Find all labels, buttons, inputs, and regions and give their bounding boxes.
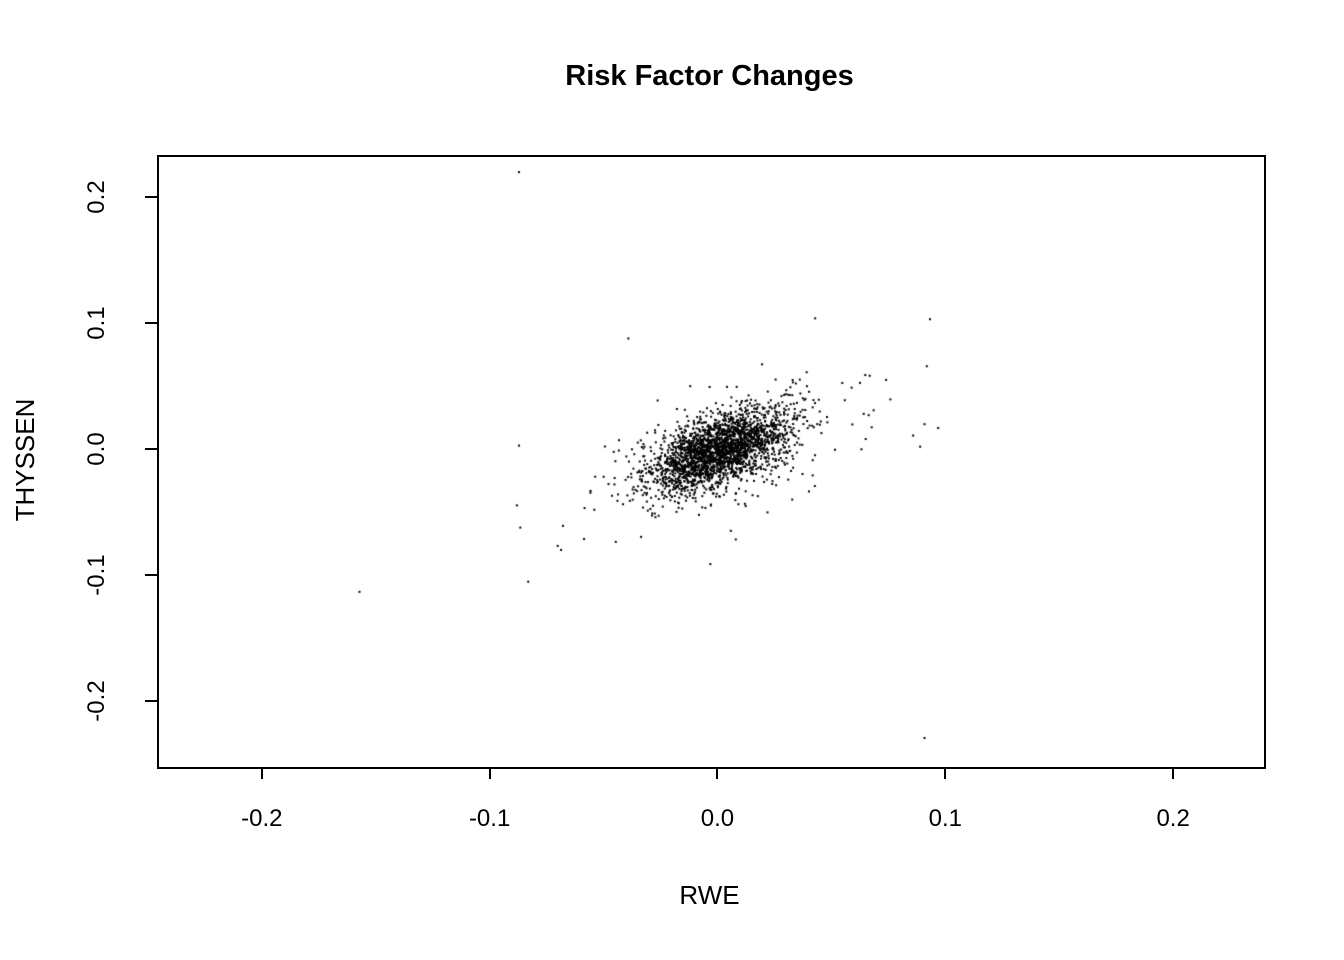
y-tick-mark (145, 447, 157, 450)
x-tick-label: -0.2 (241, 805, 283, 832)
x-tick-mark (716, 767, 719, 779)
x-tick-mark (488, 767, 491, 779)
plot-box (157, 155, 1266, 769)
x-tick-label: 0.2 (1156, 805, 1190, 832)
y-axis-label: THYSSEN (10, 398, 40, 522)
x-tick-label: 0.1 (928, 805, 962, 832)
plot-area (159, 157, 1264, 767)
x-tick-mark (944, 767, 947, 779)
y-tick-label: 0.1 (83, 305, 110, 340)
y-tick-mark (145, 699, 157, 702)
y-tick-label: 0.2 (83, 179, 110, 214)
y-tick-mark (145, 195, 157, 198)
x-tick-mark (1172, 767, 1175, 779)
y-tick-mark (145, 573, 157, 576)
y-tick-label: -0.1 (83, 554, 110, 596)
y-tick-mark (145, 321, 157, 324)
chart-title: Risk Factor Changes (565, 60, 854, 92)
y-tick-label: 0.0 (83, 431, 110, 466)
x-tick-mark (260, 767, 263, 779)
x-tick-label: 0.0 (700, 805, 735, 832)
x-axis-label: RWE (679, 880, 740, 910)
x-tick-label: -0.1 (468, 805, 511, 832)
y-tick-label: -0.2 (83, 680, 110, 722)
